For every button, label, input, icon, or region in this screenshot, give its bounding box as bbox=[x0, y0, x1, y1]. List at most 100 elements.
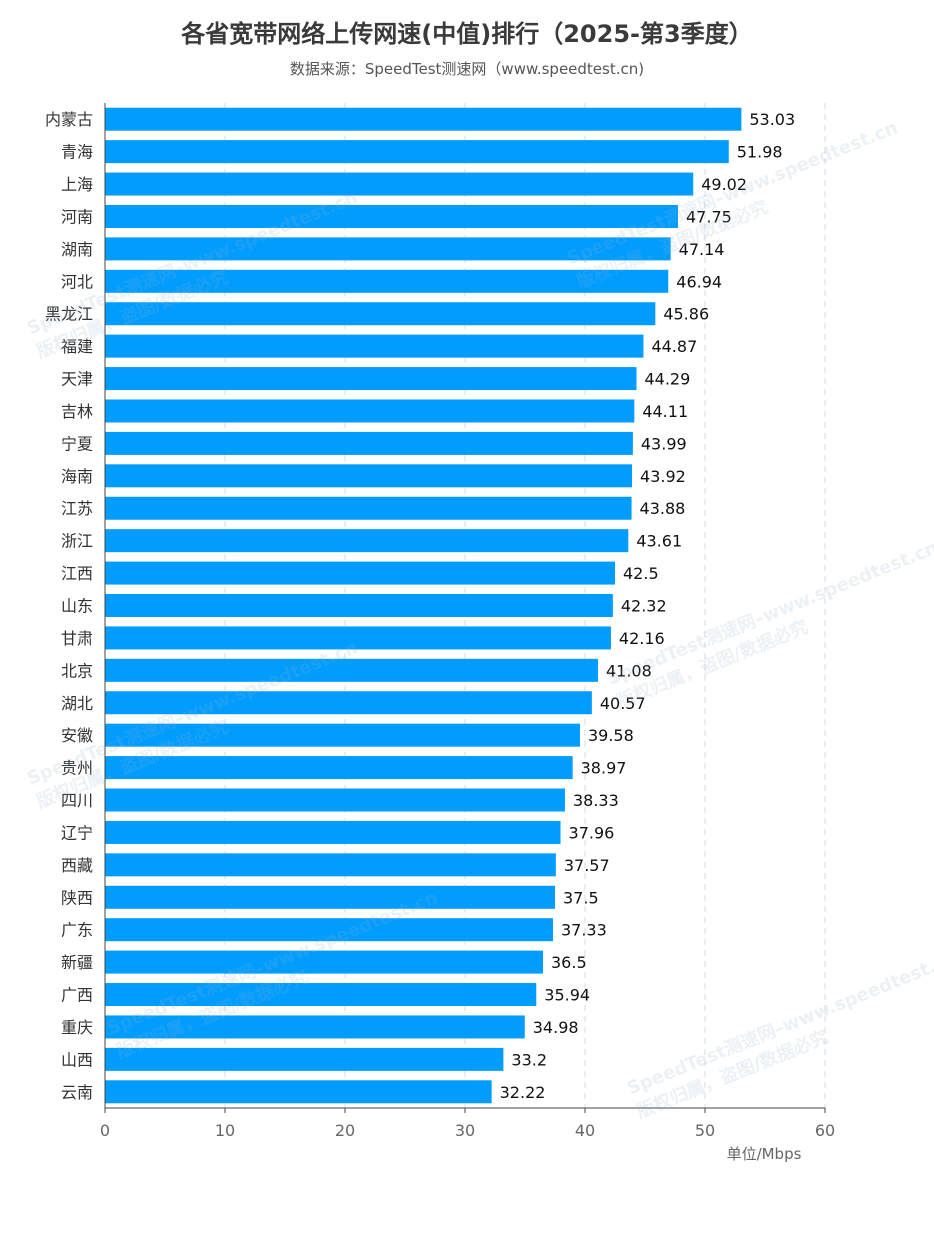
category-label: 安徽 bbox=[61, 726, 93, 745]
value-label: 41.08 bbox=[606, 661, 652, 680]
bar bbox=[105, 107, 742, 131]
value-label: 42.32 bbox=[621, 597, 667, 616]
bar bbox=[105, 1047, 504, 1071]
bar bbox=[105, 237, 671, 261]
bar bbox=[105, 918, 553, 942]
value-label: 44.11 bbox=[642, 402, 688, 421]
bar bbox=[105, 723, 580, 747]
value-label: 32.22 bbox=[500, 1083, 546, 1102]
bar bbox=[105, 691, 592, 715]
bar bbox=[105, 983, 537, 1007]
value-label: 43.88 bbox=[640, 499, 686, 518]
bar bbox=[105, 756, 573, 780]
category-label: 福建 bbox=[61, 337, 93, 356]
category-label: 吉林 bbox=[61, 402, 93, 421]
value-label: 51.98 bbox=[737, 143, 783, 162]
category-label: 辽宁 bbox=[61, 823, 93, 842]
category-label: 广东 bbox=[61, 921, 93, 940]
value-label: 43.61 bbox=[636, 532, 682, 551]
category-label: 陕西 bbox=[61, 888, 93, 907]
category-label: 上海 bbox=[61, 175, 93, 194]
value-label: 42.16 bbox=[619, 629, 665, 648]
category-label: 青海 bbox=[61, 143, 93, 162]
category-label: 宁夏 bbox=[61, 434, 93, 453]
bar bbox=[105, 658, 598, 682]
category-label: 江西 bbox=[61, 564, 93, 583]
category-label: 湖南 bbox=[61, 240, 93, 259]
bar bbox=[105, 399, 635, 423]
x-tick-label: 50 bbox=[695, 1121, 715, 1140]
bar bbox=[105, 464, 633, 488]
bar bbox=[105, 529, 629, 553]
value-label: 45.86 bbox=[663, 305, 709, 324]
value-label: 38.33 bbox=[573, 791, 619, 810]
value-label: 34.98 bbox=[533, 1018, 579, 1037]
bar bbox=[105, 885, 555, 909]
category-label: 海南 bbox=[61, 467, 93, 486]
bar bbox=[105, 853, 556, 877]
x-tick-label: 60 bbox=[815, 1121, 835, 1140]
bar bbox=[105, 496, 632, 520]
value-label: 39.58 bbox=[588, 726, 634, 745]
category-label: 北京 bbox=[61, 661, 93, 680]
category-label: 四川 bbox=[61, 791, 93, 810]
category-label: 湖北 bbox=[61, 694, 93, 713]
category-label: 黑龙江 bbox=[45, 305, 93, 324]
value-label: 33.2 bbox=[511, 1050, 547, 1069]
category-label: 江苏 bbox=[61, 499, 93, 518]
value-label: 44.29 bbox=[644, 370, 690, 389]
category-label: 河南 bbox=[61, 207, 93, 226]
value-label: 38.97 bbox=[581, 759, 627, 778]
category-label: 甘肃 bbox=[61, 629, 93, 648]
bar bbox=[105, 788, 565, 812]
value-label: 37.96 bbox=[569, 823, 615, 842]
value-label: 46.94 bbox=[676, 272, 722, 291]
category-label: 山东 bbox=[61, 597, 93, 616]
x-tick-label: 0 bbox=[100, 1121, 110, 1140]
chart-title: 各省宽带网络上传网速(中值)排行（2025-第3季度） bbox=[181, 20, 753, 48]
x-tick-label: 20 bbox=[335, 1121, 355, 1140]
value-label: 43.99 bbox=[641, 434, 687, 453]
bar bbox=[105, 950, 543, 974]
bar bbox=[105, 626, 611, 650]
value-label: 43.92 bbox=[640, 467, 686, 486]
bar bbox=[105, 820, 561, 844]
x-tick-label: 10 bbox=[215, 1121, 235, 1140]
bar bbox=[105, 1015, 525, 1039]
category-label: 广西 bbox=[61, 986, 93, 1005]
category-label: 天津 bbox=[61, 370, 93, 389]
value-label: 35.94 bbox=[544, 986, 590, 1005]
category-label: 内蒙古 bbox=[45, 110, 93, 129]
category-label: 河北 bbox=[61, 272, 93, 291]
value-label: 44.87 bbox=[651, 337, 697, 356]
category-label: 浙江 bbox=[61, 532, 93, 551]
category-label: 山西 bbox=[61, 1050, 93, 1069]
bar bbox=[105, 204, 678, 228]
value-label: 42.5 bbox=[623, 564, 659, 583]
bar bbox=[105, 1080, 492, 1104]
bar bbox=[105, 172, 694, 196]
bar bbox=[105, 594, 613, 617]
value-label: 47.14 bbox=[679, 240, 725, 259]
category-label: 贵州 bbox=[61, 759, 93, 778]
value-label: 47.75 bbox=[686, 207, 732, 226]
bar bbox=[105, 334, 644, 358]
value-label: 37.33 bbox=[561, 921, 607, 940]
x-tick-label: 40 bbox=[575, 1121, 595, 1140]
category-label: 重庆 bbox=[61, 1018, 93, 1037]
chart-subtitle: 数据来源：SpeedTest测速网（www.speedtest.cn) bbox=[289, 60, 645, 78]
x-axis-label: 单位/Mbps bbox=[727, 1145, 802, 1163]
x-tick-label: 30 bbox=[455, 1121, 475, 1140]
value-label: 53.03 bbox=[749, 110, 795, 129]
bar bbox=[105, 269, 669, 293]
bar bbox=[105, 140, 729, 164]
bar bbox=[105, 561, 615, 585]
category-label: 西藏 bbox=[61, 856, 93, 875]
bar bbox=[105, 431, 633, 455]
category-label: 新疆 bbox=[61, 953, 93, 972]
value-label: 36.5 bbox=[551, 953, 587, 972]
value-label: 37.57 bbox=[564, 856, 610, 875]
value-label: 40.57 bbox=[600, 694, 646, 713]
category-label: 云南 bbox=[61, 1083, 93, 1102]
